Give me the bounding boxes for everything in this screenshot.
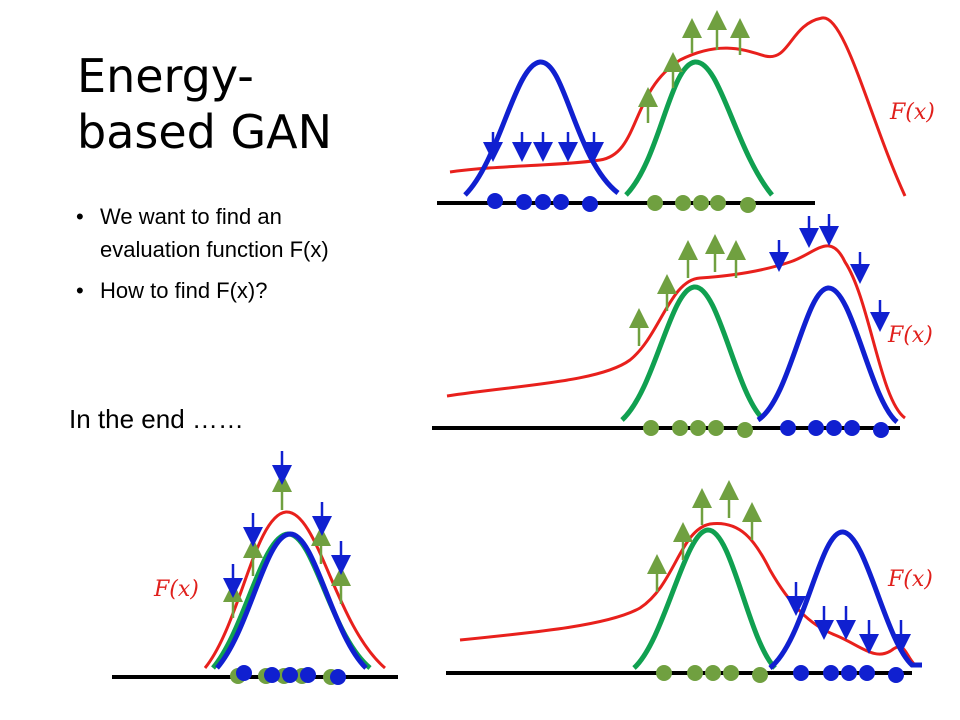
generated-sample bbox=[535, 194, 551, 210]
real-sample bbox=[737, 422, 753, 438]
real-sample bbox=[687, 665, 703, 681]
generated-sample bbox=[873, 422, 889, 438]
real-sample bbox=[752, 667, 768, 683]
real-samples bbox=[647, 195, 756, 213]
real-sample bbox=[723, 665, 739, 681]
real-sample bbox=[647, 195, 663, 211]
panel-intermediate: F(x) bbox=[432, 214, 933, 438]
generated-sample bbox=[859, 665, 875, 681]
generated-sample bbox=[780, 420, 796, 436]
generated-distribution bbox=[768, 529, 922, 670]
bullet-list: We want to find an evaluation function F… bbox=[76, 200, 376, 315]
slide-title: Energy- based GAN bbox=[77, 48, 332, 160]
generated-sample bbox=[330, 669, 346, 685]
panel-initial: F(x) bbox=[437, 10, 935, 213]
generated-sample bbox=[826, 420, 842, 436]
generated-sample bbox=[282, 667, 298, 683]
generated-sample bbox=[487, 193, 503, 209]
generated-sample bbox=[553, 194, 569, 210]
generated-samples bbox=[780, 420, 889, 438]
real-sample bbox=[643, 420, 659, 436]
generated-sample bbox=[841, 665, 857, 681]
generated-samples bbox=[487, 193, 598, 212]
down-arrows bbox=[483, 132, 604, 162]
generated-distribution bbox=[756, 285, 899, 424]
generated-sample bbox=[516, 194, 532, 210]
generated-distribution bbox=[463, 59, 620, 197]
down-arrows bbox=[223, 451, 351, 598]
in-the-end-note: In the end …… bbox=[69, 404, 244, 434]
real-sample bbox=[693, 195, 709, 211]
up-arrows bbox=[638, 10, 750, 123]
generated-sample bbox=[793, 665, 809, 681]
real-sample bbox=[740, 197, 756, 213]
generated-sample bbox=[808, 420, 824, 436]
generated-samples bbox=[236, 665, 346, 685]
bullet-item: How to find F(x)? bbox=[76, 274, 376, 307]
real-sample bbox=[675, 195, 691, 211]
generated-sample bbox=[823, 665, 839, 681]
real-sample bbox=[705, 665, 721, 681]
title-line-1: Energy- bbox=[77, 49, 254, 103]
generated-sample bbox=[582, 196, 598, 212]
down-arrows bbox=[769, 214, 890, 332]
title-line-2: based GAN bbox=[77, 105, 332, 159]
f-of-x-label: F(x) bbox=[889, 100, 935, 125]
generated-samples bbox=[793, 665, 904, 683]
bullet-item: We want to find an evaluation function F… bbox=[76, 200, 376, 266]
real-distribution bbox=[632, 527, 777, 670]
up-arrows bbox=[629, 234, 746, 346]
real-sample bbox=[710, 195, 726, 211]
panel-converged: F(x) bbox=[112, 451, 398, 685]
real-sample bbox=[656, 665, 672, 681]
real-samples bbox=[643, 420, 753, 438]
real-samples bbox=[656, 665, 768, 683]
real-sample bbox=[672, 420, 688, 436]
panel-later: F(x) bbox=[446, 480, 933, 683]
real-sample bbox=[690, 420, 706, 436]
f-of-x-label: F(x) bbox=[887, 567, 933, 592]
evaluation-curve bbox=[459, 522, 917, 667]
up-arrows bbox=[647, 480, 762, 592]
generated-sample bbox=[236, 665, 252, 681]
f-of-x-label: F(x) bbox=[153, 577, 199, 602]
generated-distribution bbox=[215, 531, 368, 670]
generated-sample bbox=[888, 667, 904, 683]
real-distribution bbox=[620, 284, 764, 422]
evaluation-curve bbox=[449, 16, 907, 197]
generated-sample bbox=[844, 420, 860, 436]
down-arrows bbox=[786, 582, 911, 654]
f-of-x-label: F(x) bbox=[887, 323, 933, 348]
evaluation-curve bbox=[446, 244, 906, 420]
generated-sample bbox=[264, 667, 280, 683]
real-sample bbox=[708, 420, 724, 436]
generated-sample bbox=[300, 667, 316, 683]
real-distribution bbox=[624, 59, 774, 197]
